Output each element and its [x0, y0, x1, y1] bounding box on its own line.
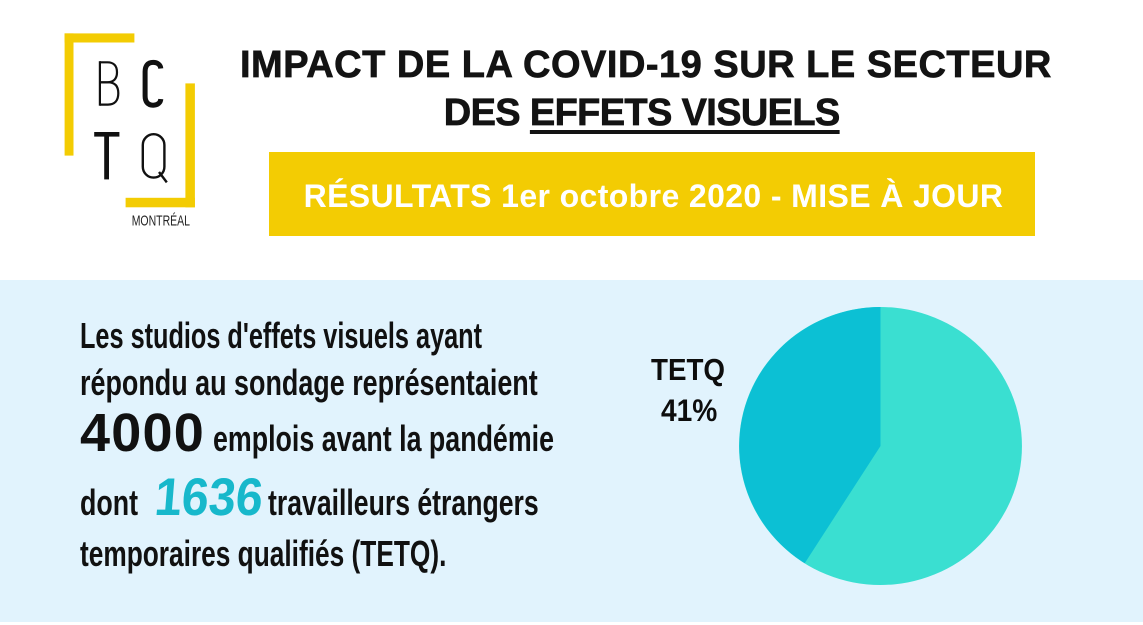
svg-text:MONTRÉAL: MONTRÉAL	[132, 213, 190, 230]
